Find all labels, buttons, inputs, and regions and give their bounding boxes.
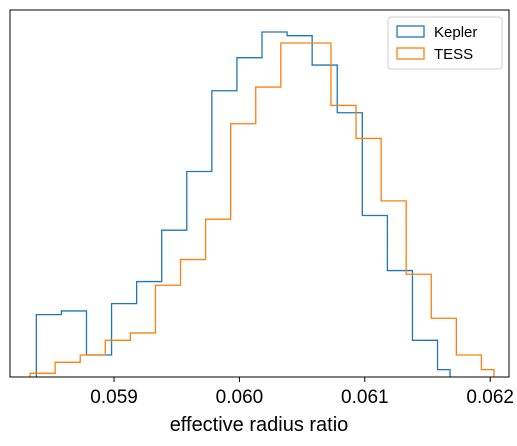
series-layer [29, 31, 495, 377]
x-axis-ticks: 0.059 0.060 0.061 0.062 [90, 377, 514, 408]
legend-swatch-tess [396, 47, 425, 60]
legend: Kepler TESS [387, 16, 503, 70]
plot-frame [9, 9, 510, 378]
legend-swatch-kepler [396, 25, 425, 38]
legend-label-tess: TESS [434, 46, 473, 63]
x-axis-label: effective radius ratio [170, 414, 349, 436]
legend-box [387, 16, 503, 70]
x-tick-label: 0.060 [216, 387, 264, 408]
x-tick-label: 0.062 [466, 387, 514, 408]
x-tick-label: 0.059 [90, 387, 138, 408]
legend-label-kepler: Kepler [434, 24, 477, 41]
series-line-tess [29, 42, 495, 377]
x-tick-label: 0.061 [341, 387, 389, 408]
